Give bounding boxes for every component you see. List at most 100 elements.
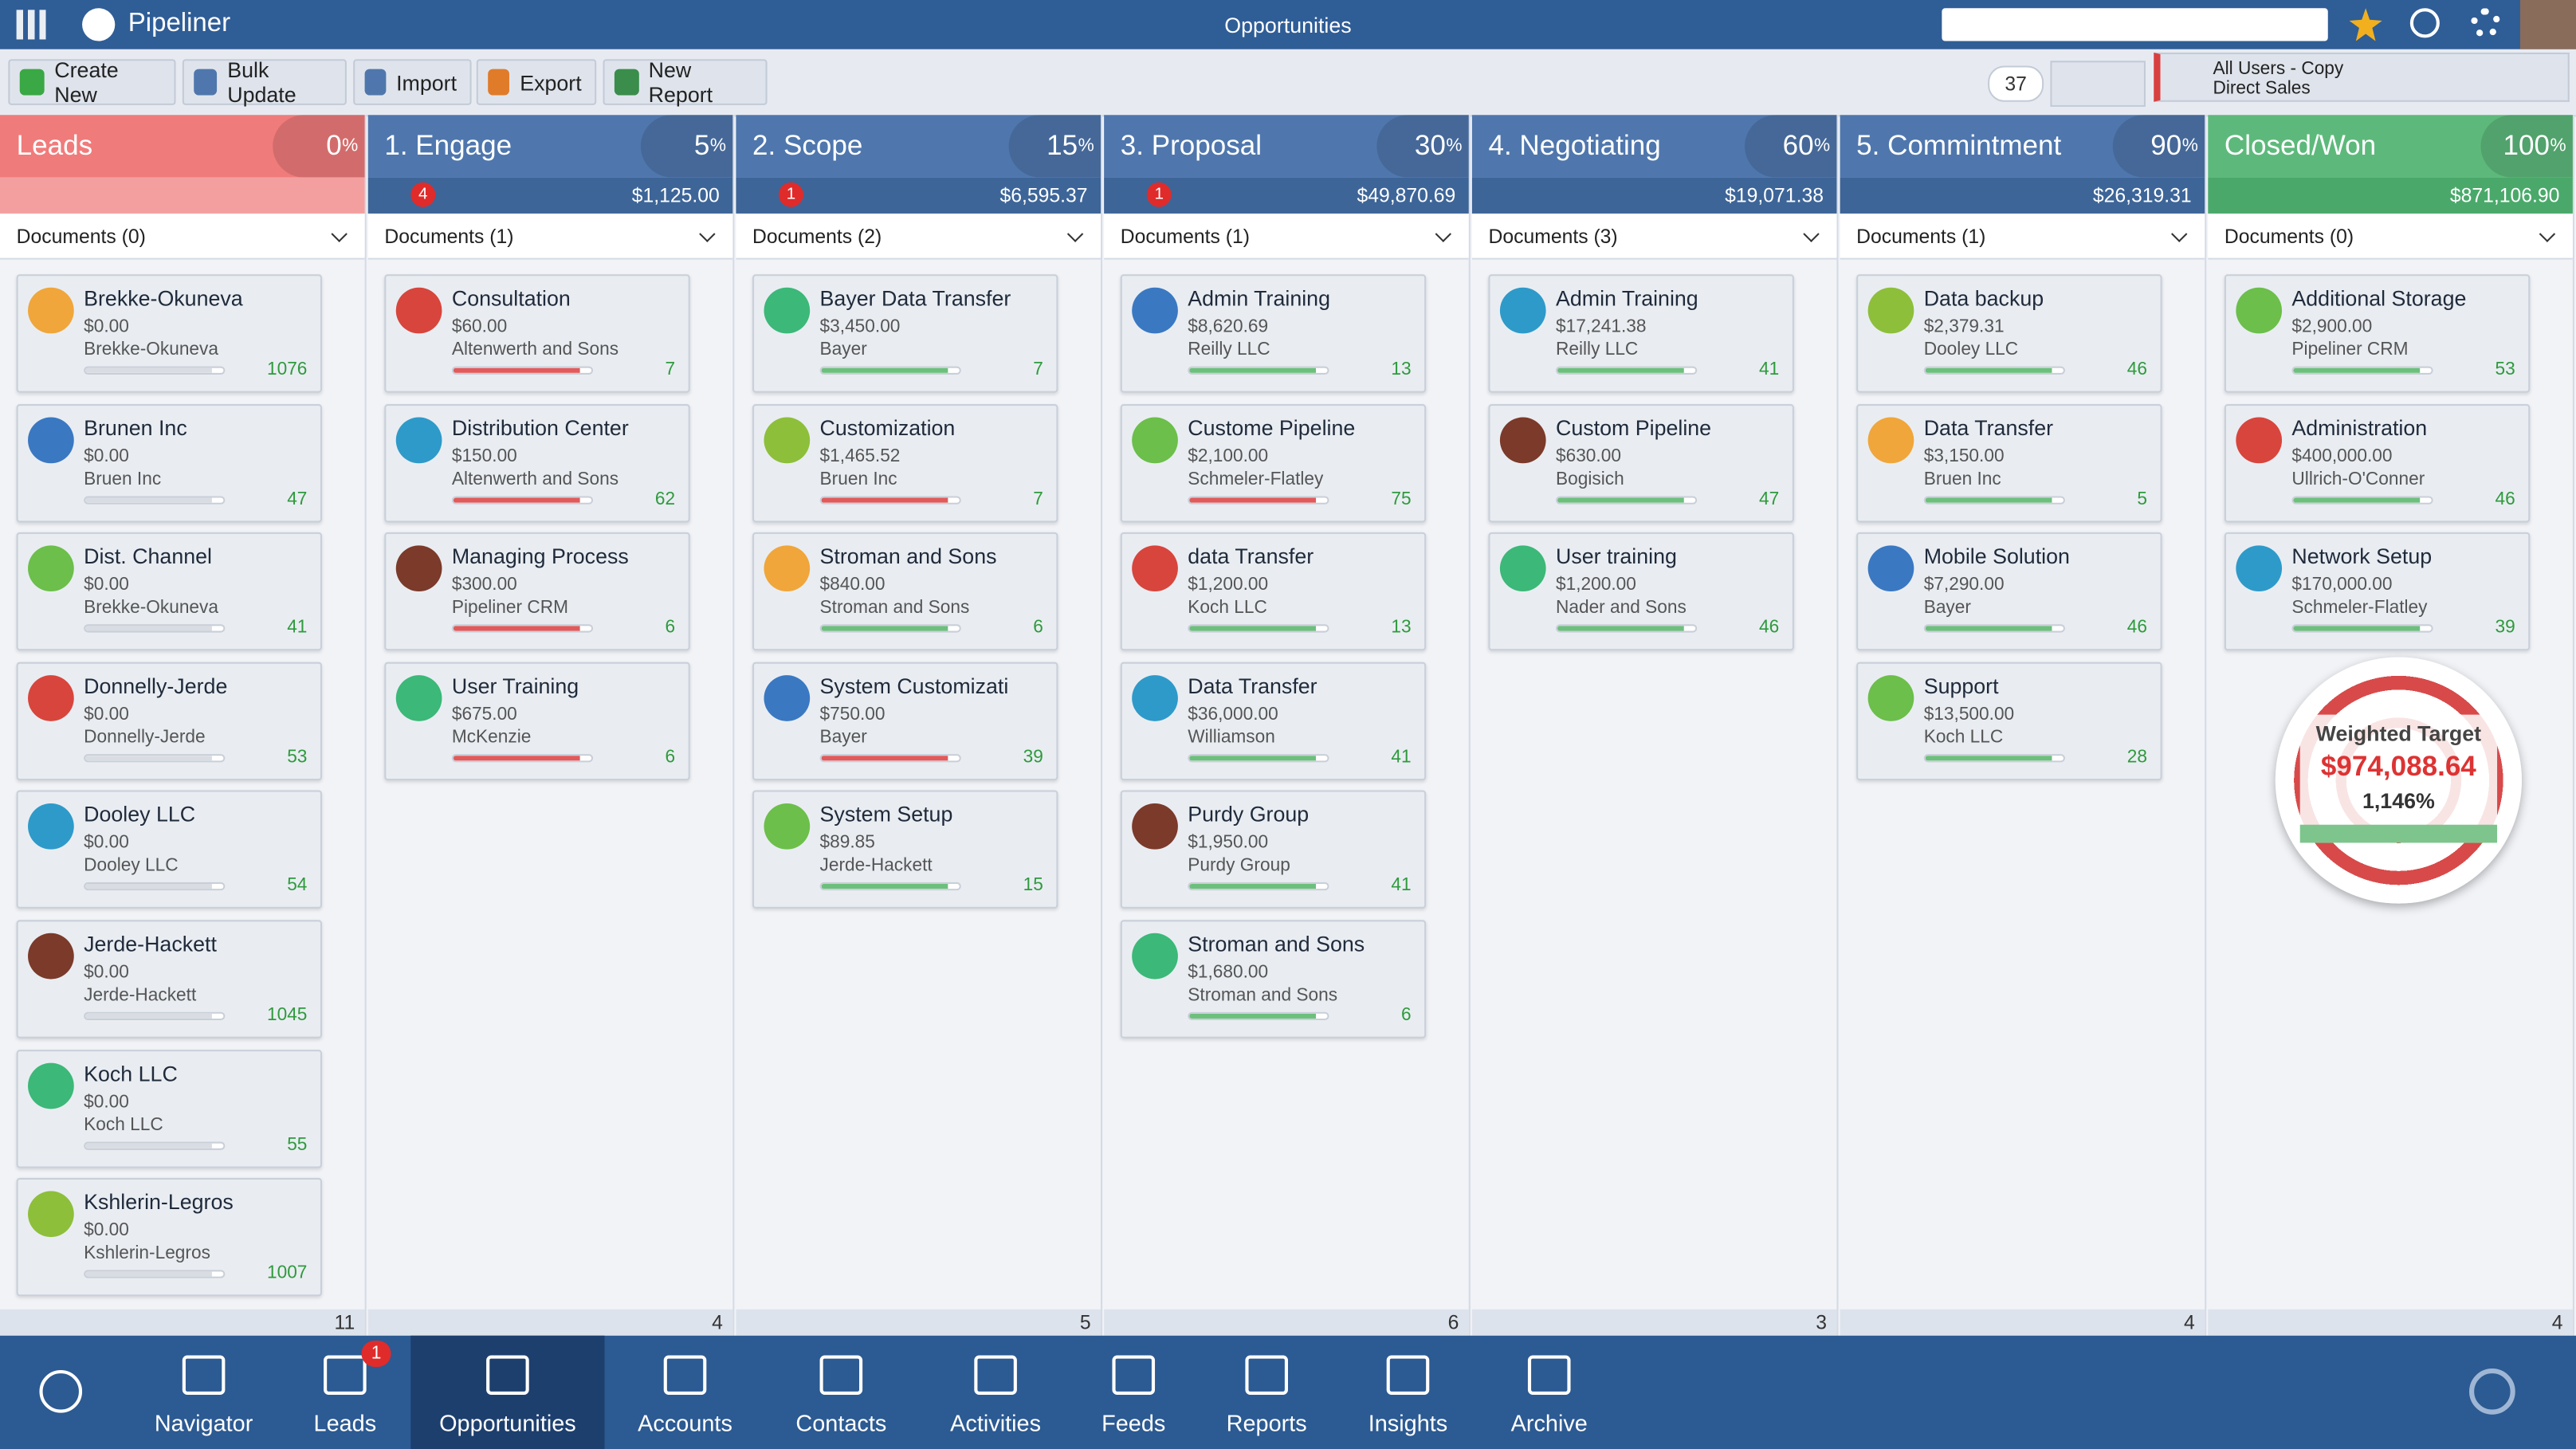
card-amount: $13,500.00	[1923, 704, 2015, 724]
card-amount: $400,000.00	[2291, 446, 2393, 466]
opportunity-card[interactable]: User training $1,200.00 Nader and Sons 46	[1488, 532, 1794, 651]
opportunity-card[interactable]: Donnelly-Jerde $0.00 Donnelly-Jerde 53	[16, 662, 322, 780]
nav-item[interactable]: Contacts	[785, 1336, 897, 1449]
card-amount: $1,680.00	[1188, 962, 1269, 983]
nav-item[interactable]: Leads 1	[296, 1336, 395, 1449]
opportunity-card[interactable]: data Transfer $1,200.00 Koch LLC 13	[1120, 532, 1427, 651]
support[interactable]	[2469, 1368, 2515, 1415]
opportunity-card[interactable]: Distribution Center $150.00 Altenwerth and…	[384, 403, 690, 522]
opportunity-card[interactable]: Brunen Inc $0.00 Bruen Inc 47	[16, 403, 322, 522]
documents-row[interactable]: Documents (0)	[0, 213, 365, 260]
stage-total: $871,106.90	[2449, 183, 2560, 207]
nav-icon	[974, 1355, 1017, 1395]
card-number: 1007	[266, 1263, 308, 1284]
nav-item[interactable]: Activities	[937, 1336, 1054, 1449]
card-icon	[1867, 416, 1914, 463]
card-company: Bayer	[1923, 598, 1971, 618]
avatar[interactable]	[2519, 0, 2576, 49]
search-box[interactable]	[1942, 8, 2328, 41]
nav-item[interactable]: Opportunities	[410, 1335, 605, 1449]
documents-row[interactable]: Documents (2)	[736, 213, 1101, 260]
documents-row[interactable]: Documents (1)	[1104, 213, 1469, 260]
stage-header[interactable]: 4. Negotiating 60%	[1471, 115, 1837, 178]
opportunity-card[interactable]: Network Setup $170,000.00 Schmeler-Flatley…	[2224, 532, 2531, 651]
stage-header[interactable]: 5. Commintment 90%	[1840, 115, 2205, 178]
toolbar-button[interactable]: New Report	[603, 57, 768, 107]
opportunity-card[interactable]: Data backup $2,379.31 Dooley LLC 46	[1856, 274, 2162, 393]
profile-selector[interactable]: All Users - Copy Direct Sales	[2154, 52, 2570, 102]
card-number: 28	[2126, 747, 2148, 768]
card-amount: $1,200.00	[1555, 575, 1636, 595]
progress-bar	[84, 495, 226, 504]
opportunity-card[interactable]: Customization $1,465.52 Bruen Inc 7	[752, 403, 1058, 522]
card-company: Bruen Inc	[84, 469, 162, 489]
documents-row[interactable]: Documents (3)	[1471, 213, 1837, 260]
card-icon	[395, 545, 442, 592]
opportunity-card[interactable]: Purdy Group $1,950.00 Purdy Group 41	[1120, 791, 1427, 909]
opportunity-card[interactable]: Kshlerin-Legros $0.00 Kshlerin-Legros 1007	[16, 1178, 322, 1297]
stage-column: 4. Negotiating 60% $19,071.38 Documents (3)…	[1471, 115, 1839, 1336]
nav-item[interactable]: Navigator	[144, 1336, 262, 1449]
opportunity-card[interactable]: Stroman and Sons $840.00 Stroman and Sons 6	[752, 532, 1058, 651]
toolbar-button[interactable]: Bulk Update	[182, 57, 347, 107]
opportunity-card[interactable]: Bayer Data Transfer $3,450.00 Bayer 7	[752, 274, 1058, 393]
opportunity-card[interactable]: Managing Process $300.00 Pipeliner CRM 6	[384, 532, 690, 651]
nav-item[interactable]: Reports	[1212, 1336, 1321, 1449]
card-title: System Customizati	[819, 673, 1009, 698]
toolbar-button[interactable]: Export	[476, 59, 597, 105]
opportunity-card[interactable]: Admin Training $17,241.38 Reilly LLC 41	[1488, 274, 1794, 393]
stage-header[interactable]: 3. Proposal 30%	[1104, 115, 1469, 178]
add-button[interactable]	[39, 1370, 83, 1413]
opportunity-card[interactable]: Custome Pipeline $2,100.00 Schmeler-Flatle…	[1120, 403, 1427, 522]
opportunity-card[interactable]: Admin Training $8,620.69 Reilly LLC 13	[1120, 274, 1427, 393]
stage-header[interactable]: 1. Engage 5%	[367, 115, 733, 178]
opportunity-card[interactable]: Consultation $60.00 Altenwerth and Sons 7	[384, 274, 690, 393]
nav-label: Leads	[313, 1409, 377, 1436]
profile-name: All Users - Copy	[2213, 59, 2344, 79]
toolbar-button[interactable]: Create New	[8, 57, 176, 107]
nav-item[interactable]: Accounts	[634, 1336, 736, 1449]
alert-badge[interactable]: 1	[1146, 182, 1172, 207]
opportunity-card[interactable]: System Setup $89.85 Jerde-Hackett 15	[752, 791, 1058, 909]
opportunity-card[interactable]: Support $13,500.00 Koch LLC 28	[1856, 662, 2162, 780]
documents-row[interactable]: Documents (1)	[367, 213, 733, 260]
opportunity-card[interactable]: System Customizati $750.00 Bayer 39	[752, 662, 1058, 780]
documents-row[interactable]: Documents (1)	[1840, 213, 2205, 260]
card-icon	[1132, 803, 1178, 850]
opportunity-card[interactable]: Data Transfer $36,000.00 Williamson 41	[1120, 662, 1427, 780]
percent-sign: %	[2550, 136, 2566, 156]
help[interactable]	[2409, 8, 2440, 38]
alert-badge[interactable]: 4	[410, 182, 436, 207]
opportunity-card[interactable]: Mobile Solution $7,290.00 Bayer 46	[1856, 532, 2162, 651]
card-company: Schmeler-Flatley	[1188, 469, 1324, 489]
opportunity-card[interactable]: Custom Pipeline $630.00 Bogisich 47	[1488, 403, 1794, 522]
stage-header[interactable]: Leads 0%	[0, 115, 365, 178]
stage-footer: 3	[1471, 1309, 1837, 1336]
opportunity-card[interactable]: Additional Storage $2,900.00 Pipeliner CRM…	[2224, 274, 2531, 393]
opportunity-card[interactable]: Stroman and Sons $1,680.00 Stroman and Son…	[1120, 920, 1427, 1039]
card-number: 41	[1391, 876, 1412, 897]
opportunity-card[interactable]: Data Transfer $3,150.00 Bruen Inc 5	[1856, 403, 2162, 522]
progress-bar	[451, 366, 594, 375]
weighted-target[interactable]: Weighted Target $974,088.64 1,146%	[2275, 657, 2522, 904]
nav-item[interactable]: Feeds	[1084, 1336, 1183, 1449]
alert-badge[interactable]: 1	[779, 182, 803, 207]
nav-item[interactable]: Archive	[1495, 1336, 1604, 1449]
opportunity-card[interactable]: Koch LLC $0.00 Koch LLC 55	[16, 1049, 322, 1168]
toolbar-button[interactable]: Import	[353, 59, 472, 105]
opportunity-card[interactable]: Dist. Channel $0.00 Brekke-Okuneva 41	[16, 532, 322, 651]
apps-menu[interactable]	[16, 10, 46, 40]
nav-item[interactable]: Insights	[1353, 1336, 1462, 1449]
stage-count: 4	[2551, 1310, 2563, 1334]
opportunity-card[interactable]: Jerde-Hackett $0.00 Jerde-Hackett 1045	[16, 920, 322, 1039]
documents-row[interactable]: Documents (0)	[2208, 213, 2573, 260]
opportunity-card[interactable]: User Training $675.00 McKenzie 6	[384, 662, 690, 780]
opportunity-card[interactable]: Brekke-Okuneva $0.00 Brekke-Okuneva 1076	[16, 274, 322, 393]
filter-button[interactable]	[2050, 61, 2146, 107]
settings[interactable]	[2471, 8, 2501, 38]
stage-header[interactable]: 2. Scope 15%	[736, 115, 1101, 178]
card-icon	[764, 803, 811, 850]
stage-header[interactable]: Closed/Won 100%	[2208, 115, 2573, 178]
opportunity-card[interactable]: Administration $400,000.00 Ullrich-O'Conne…	[2224, 403, 2531, 522]
opportunity-card[interactable]: Dooley LLC $0.00 Dooley LLC 54	[16, 791, 322, 909]
